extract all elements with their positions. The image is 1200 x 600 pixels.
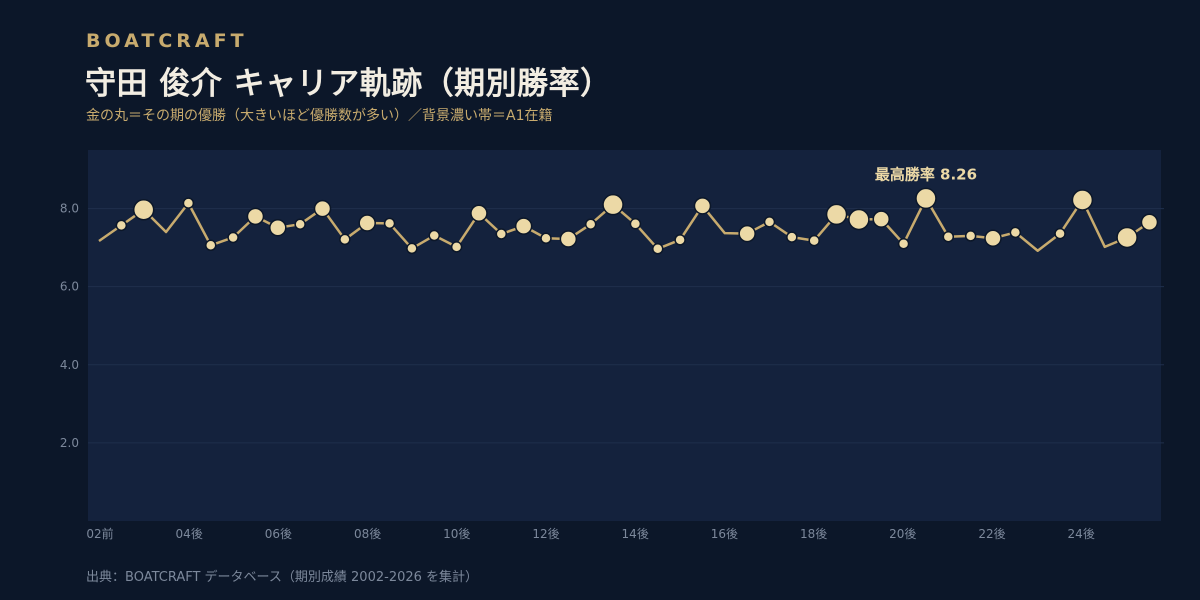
victory-marker bbox=[1009, 226, 1022, 239]
victory-marker bbox=[584, 218, 597, 230]
victory-marker bbox=[808, 234, 820, 247]
peak-annotation: 最高勝率 8.26 bbox=[875, 165, 977, 183]
y-tick-label: 6.0 bbox=[60, 280, 79, 294]
victory-marker bbox=[115, 219, 128, 232]
y-axis-ticks: 2.0 4.0 6.0 8.0 bbox=[60, 202, 79, 450]
victory-marker bbox=[1140, 213, 1159, 231]
victory-marker bbox=[602, 193, 624, 216]
victory-marker bbox=[559, 230, 578, 248]
grid-lines bbox=[88, 208, 1164, 444]
victory-marker bbox=[1116, 226, 1138, 249]
x-tick-label: 22後 bbox=[978, 527, 1005, 541]
y-tick-label: 2.0 bbox=[60, 436, 79, 450]
victory-marker bbox=[915, 187, 937, 210]
x-tick-label: 02前 bbox=[86, 526, 113, 541]
victory-marker bbox=[652, 243, 664, 255]
x-tick-label: 14後 bbox=[622, 527, 649, 541]
x-tick-label: 08後 bbox=[354, 527, 381, 541]
victory-marker bbox=[897, 237, 910, 250]
y-tick-label: 8.0 bbox=[60, 202, 79, 216]
victory-marker bbox=[786, 231, 798, 243]
plot-background bbox=[88, 150, 1161, 521]
x-tick-label: 20後 bbox=[889, 527, 916, 541]
chart-subtitle: 金の丸＝その期の優勝（大きいほど優勝数が多い）／背景濃い帯＝A1在籍 bbox=[86, 108, 553, 124]
victory-marker bbox=[848, 208, 870, 231]
x-tick-label: 12後 bbox=[532, 527, 559, 541]
x-tick-label: 16後 bbox=[711, 527, 738, 541]
victory-marker bbox=[182, 197, 195, 209]
victory-marker bbox=[339, 233, 351, 246]
victory-marker bbox=[1054, 227, 1066, 240]
x-tick-label: 18後 bbox=[800, 527, 827, 541]
victory-marker bbox=[450, 241, 463, 253]
victory-marker bbox=[205, 239, 217, 252]
victory-marker bbox=[540, 232, 552, 245]
victory-marker bbox=[514, 217, 533, 235]
victory-marker bbox=[246, 207, 265, 226]
victory-marker bbox=[763, 216, 776, 228]
victory-marker bbox=[964, 230, 977, 242]
victory-marker bbox=[1071, 189, 1094, 211]
y-tick-label: 4.0 bbox=[60, 358, 79, 372]
victory-marker bbox=[227, 231, 239, 244]
victory-marker bbox=[693, 197, 712, 215]
victory-marker bbox=[629, 218, 642, 230]
brand-label: BOATCRAFT bbox=[86, 30, 248, 52]
victory-marker bbox=[984, 229, 1002, 248]
x-tick-label: 04後 bbox=[176, 527, 203, 541]
victory-marker bbox=[406, 242, 418, 255]
victory-markers bbox=[115, 187, 1159, 255]
victory-marker bbox=[674, 234, 686, 246]
victory-marker bbox=[872, 210, 890, 228]
x-tick-label: 06後 bbox=[265, 527, 292, 541]
x-axis-ticks: 02前 04後 06後 08後 10後 12後 14後 16後 18後 20後 22後 24後 bbox=[86, 526, 1094, 541]
victory-marker bbox=[495, 228, 508, 240]
victory-marker bbox=[470, 204, 488, 223]
victory-marker bbox=[428, 229, 440, 242]
victory-marker bbox=[313, 199, 332, 218]
victory-marker bbox=[383, 217, 396, 230]
victory-marker bbox=[269, 218, 287, 237]
x-tick-label: 24後 bbox=[1068, 527, 1095, 541]
victory-marker bbox=[738, 224, 756, 243]
victory-marker bbox=[132, 199, 155, 221]
chart-title: 守田 俊介 キャリア軌跡（期別勝率） bbox=[85, 66, 612, 102]
source-note: 出典：BOATCRAFT データベース（期別成績 2002-2026 を集計） bbox=[86, 570, 479, 585]
victory-marker bbox=[294, 218, 306, 230]
victory-marker bbox=[358, 214, 376, 232]
victory-marker bbox=[942, 230, 955, 243]
victory-marker bbox=[825, 203, 848, 226]
x-tick-label: 10後 bbox=[443, 527, 470, 541]
